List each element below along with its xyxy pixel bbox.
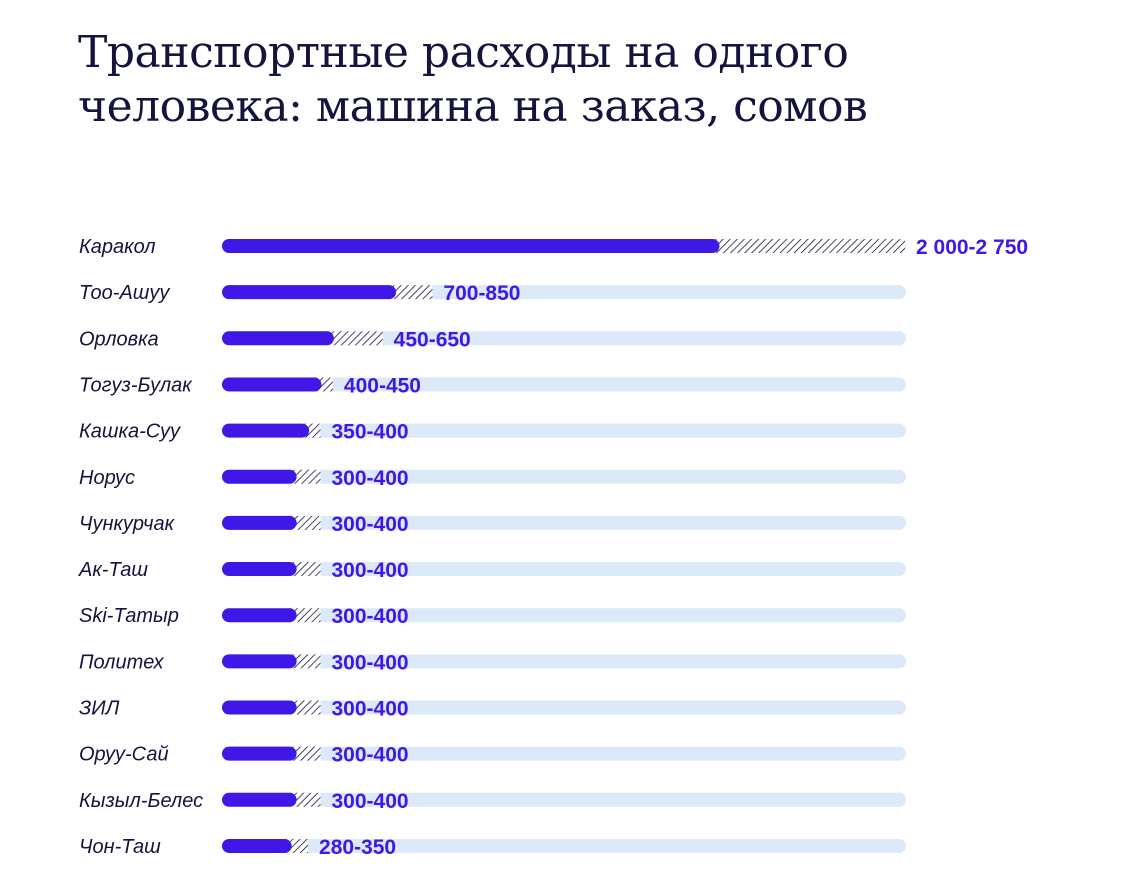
bar-min [222,654,297,669]
bar-track [222,423,906,438]
category-label: Оруу-Сай [79,744,169,766]
bar-range-hatch [289,608,321,623]
bar-track [222,377,906,392]
bar-min [222,331,334,346]
value-label: 300-400 [331,559,408,582]
chart-title-line-2: человека: машина на заказ, сомов [78,81,868,132]
bar-row: ЗИЛ 300-400 [79,698,906,721]
bar-track [222,792,906,807]
bar-row: Ski-Татыр 300-400 [79,605,906,628]
bar-range-hatch [326,331,383,346]
bar-track [222,562,906,577]
value-label: 350-400 [331,421,408,444]
category-label: Каракол [79,236,156,258]
value-label: 280-350 [319,836,396,859]
bar-row: Кашка-Суу 350-400 [79,421,906,444]
bar-row: Тогуз-Булак 400-450 [79,374,906,397]
bar-range-hatch [712,239,905,253]
bar-min [222,792,297,807]
bar-min [222,423,310,438]
bar-min [222,285,397,300]
category-label: Ак-Таш [78,559,148,581]
bar-min [222,746,297,761]
value-label: 700-850 [443,282,520,305]
bar-row: Ак-Таш 300-400 [78,559,906,582]
bar-range-hatch [289,515,321,530]
value-label: 300-400 [331,513,408,536]
bar-min [222,608,297,623]
value-label: 300-400 [331,790,408,813]
bar-track [222,746,906,761]
bar-row: Оруу-Сай 300-400 [79,744,906,767]
bar-min [222,377,322,392]
bar-row: Кызыл-Белес 300-400 [79,790,906,813]
bar-range-hatch [389,285,433,300]
category-label: Чункурчак [79,513,176,535]
category-label: Кызыл-Белес [79,790,203,812]
bar-track [222,838,906,853]
value-label: 400-450 [344,374,421,397]
bar-row: Каракол 2 000-2 750 [79,236,1028,259]
value-label: 450-650 [394,328,471,351]
bar-range-hatch [289,654,321,669]
value-label: 2 000-2 750 [916,236,1028,259]
bar-range-hatch [289,792,321,807]
bar-range-hatch [289,700,321,715]
value-label: 300-400 [331,605,408,628]
bar-min [222,515,297,530]
bar-track [222,700,906,715]
chart-title: Транспортные расходы на одного человека:… [78,26,868,134]
value-label: 300-400 [331,698,408,721]
bar-min [222,239,720,253]
category-label: Политех [79,651,164,673]
bar-track [222,654,906,669]
category-label: Тоо-Ашуу [79,282,170,304]
bar-min [222,469,297,484]
category-label: ЗИЛ [79,698,120,720]
bar-track [222,331,906,346]
value-label: 300-400 [331,744,408,767]
bar-track [222,515,906,530]
bar-row: Тоо-Ашуу 700-850 [79,282,906,305]
bar-range-hatch [289,746,321,761]
bar-min [222,838,292,853]
value-label: 300-400 [331,467,408,490]
category-label: Тогуз-Булак [79,374,193,396]
category-label: Кашка-Суу [79,421,181,443]
category-label: Ski-Татыр [79,605,179,627]
bar-row: Чон-Таш 280-350 [79,836,906,859]
bar-row: Орловка 450-650 [79,328,906,351]
bar-row: Чункурчак 300-400 [79,513,906,536]
bar-min [222,700,297,715]
category-label: Норус [79,467,135,489]
bar-track [222,469,906,484]
bar-min [222,562,297,577]
value-label: 300-400 [331,651,408,674]
bar-row: Политех 300-400 [79,651,906,674]
chart-title-line-1: Транспортные расходы на одного [78,27,849,78]
bar-row: Норус 300-400 [79,467,906,490]
bar-range-hatch [289,469,321,484]
category-label: Орловка [79,328,159,350]
bar-track [222,608,906,623]
bar-range-hatch [289,562,321,577]
category-label: Чон-Таш [79,836,161,858]
bar-rows: Каракол 2 000-2 750 Тоо-Ашуу 700-850 Орловка… [78,236,1028,859]
